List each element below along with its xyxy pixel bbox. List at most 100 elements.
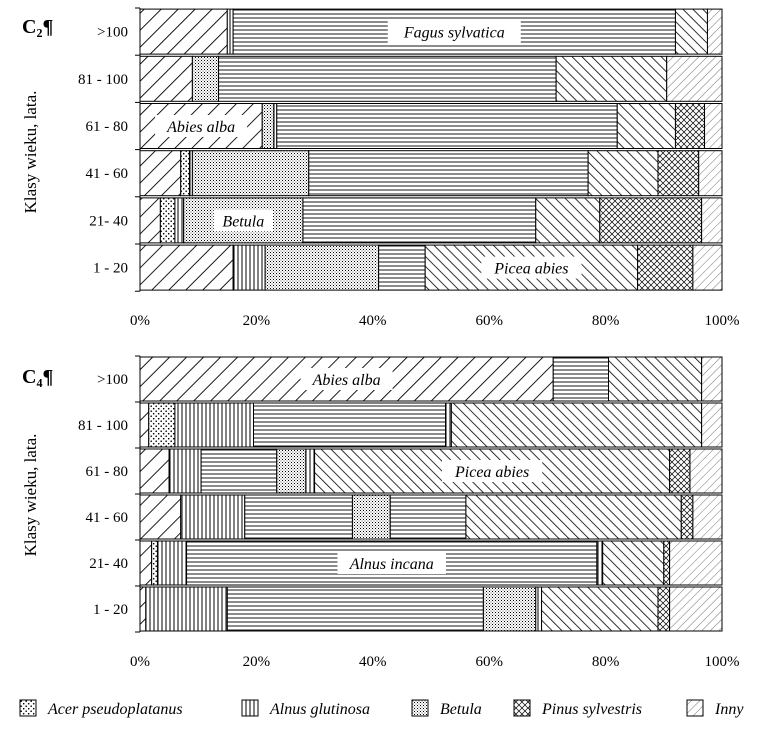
category-label: >100 (97, 372, 128, 388)
bar-segment (587, 150, 659, 197)
bar-segment (674, 103, 706, 149)
bar-segment (174, 197, 185, 244)
segment-label-bg (481, 256, 582, 279)
bar-segment (180, 494, 246, 540)
bar-segment (602, 540, 665, 586)
legend-label-inny: Inny (714, 701, 744, 718)
bar-segment (663, 540, 671, 586)
category-label: 1 - 20 (93, 602, 128, 618)
bar-segment (704, 103, 723, 149)
bar-segment (145, 586, 228, 632)
bar-segment (555, 55, 668, 102)
category-label: 1 - 20 (93, 261, 128, 277)
bar-segment (308, 150, 589, 197)
bar-segment (139, 586, 147, 632)
legend-swatch-acer (19, 699, 37, 717)
bar-segment (232, 244, 266, 291)
category-label: 41 - 60 (86, 166, 129, 182)
bar-segment (552, 356, 610, 402)
chart-title: C₂¶ (22, 16, 53, 38)
bar-segment (465, 494, 682, 540)
y-axis-label: Klasy wieku, lata. (21, 91, 40, 214)
x-tick-label: 60% (475, 313, 503, 329)
bar-segment (261, 103, 275, 149)
x-tick-label: 100% (705, 654, 740, 670)
bar-segment (226, 8, 234, 55)
bar-segment (541, 586, 659, 632)
bar-segment (689, 448, 723, 494)
bar-segment (701, 197, 723, 244)
bar-segment (191, 55, 220, 102)
bar-segment (148, 402, 176, 448)
bar-segment (535, 586, 543, 632)
bar-segment (657, 150, 700, 197)
bar-segment (680, 494, 694, 540)
segment-label-bg (213, 209, 273, 232)
legend-label-betula: Betula (440, 701, 482, 718)
bar-segment (180, 150, 190, 197)
bar-segment (156, 540, 188, 586)
bar-segment (191, 150, 310, 197)
bar-segment (389, 494, 467, 540)
bar-segment (596, 540, 604, 586)
bar-segment (244, 494, 353, 540)
legend-label-acer: Acer pseudoplatanus (47, 701, 183, 718)
bar-segment (666, 55, 723, 102)
category-label: 61 - 80 (86, 464, 129, 480)
bar-segment (139, 402, 150, 448)
category-label: >100 (97, 25, 128, 41)
segment-label: Abies alba (312, 372, 381, 389)
legend-swatch-pinus (513, 699, 531, 717)
bar-segment (657, 586, 671, 632)
bar-segment (482, 586, 537, 632)
bar-segment (226, 586, 484, 632)
bar-segment (252, 402, 447, 448)
bar-segment (264, 244, 380, 291)
legend-label-pinus: Pinus sylvestris (541, 701, 642, 718)
bar-segment (445, 402, 452, 448)
bar-segment (674, 8, 708, 55)
segment-label: Fagus sylvatica (403, 25, 505, 42)
segment-label-bg (442, 460, 543, 482)
bar-segment (692, 244, 723, 291)
bar-segment (701, 356, 723, 402)
bar-segment (168, 448, 202, 494)
category-label: 41 - 60 (86, 510, 129, 526)
bar-segment (159, 197, 176, 244)
bar-segment (139, 8, 228, 55)
bar-segment (669, 540, 723, 586)
bar-segment (351, 494, 391, 540)
bar-segment (139, 150, 182, 197)
bar-segment (139, 197, 161, 244)
bar-segment (174, 402, 254, 448)
bar-segment (599, 197, 703, 244)
bar-segment (139, 55, 193, 102)
category-label: 21- 40 (89, 213, 128, 229)
segment-label-bg (300, 368, 393, 390)
bar-segment (200, 448, 278, 494)
x-tick-label: 0% (130, 654, 150, 670)
bar-segment (637, 244, 694, 291)
category-label: 81 - 100 (78, 72, 128, 88)
category-label: 81 - 100 (78, 418, 128, 434)
segment-label: Abies alba (166, 119, 235, 136)
bar-segment (139, 494, 182, 540)
legend-swatch-inny (686, 699, 704, 717)
bar-segment (305, 448, 316, 494)
bar-segment (692, 494, 723, 540)
bar-segment (608, 356, 703, 402)
segment-label: Picea abies (493, 261, 568, 278)
bar-segment (139, 448, 170, 494)
segment-label-bg (387, 20, 521, 43)
chart-panel-c4: C₄¶ Klasy wieku, lata. >100 Abies alba 81 - … (21, 355, 740, 670)
x-tick-label: 80% (592, 313, 620, 329)
bar-segment (669, 586, 723, 632)
segment-label: Alnus incana (349, 556, 434, 573)
bar-segment (151, 540, 158, 586)
chart-panel-c2: C₂¶ Klasy wieku, lata. >100 Fagus sylvatica… (21, 7, 740, 329)
legend: Acer pseudoplatanus Alnus glutinosa Betula… (19, 699, 744, 718)
bar-segment (139, 244, 234, 291)
category-label: 21- 40 (89, 556, 128, 572)
